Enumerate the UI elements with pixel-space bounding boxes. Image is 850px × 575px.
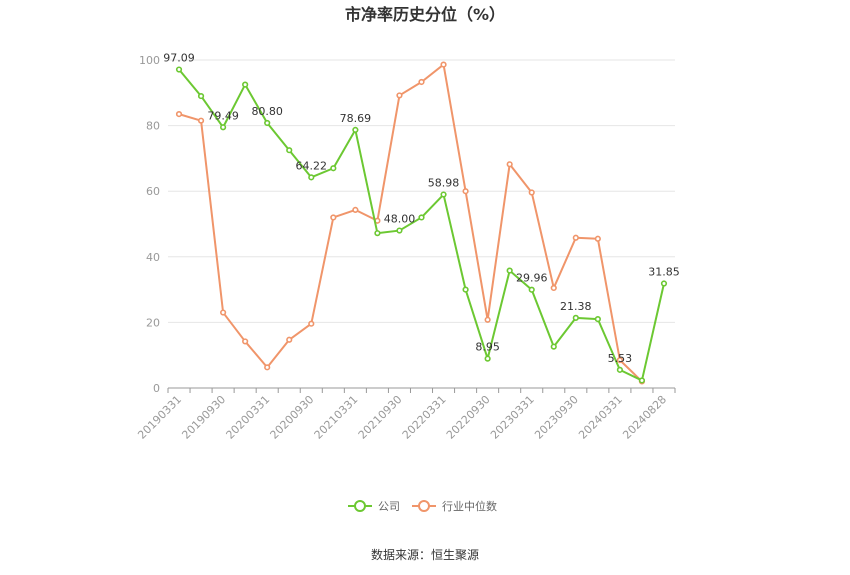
data-point: [286, 336, 293, 343]
data-point: [242, 81, 249, 88]
y-axis: 0 20 40 60 80 100: [139, 54, 160, 395]
y-tick-label: 0: [153, 382, 160, 395]
data-point: [550, 343, 557, 350]
data-point: [330, 214, 337, 221]
data-point: [660, 280, 668, 287]
x-tick-label: 20200331: [224, 393, 273, 442]
data-label: 58.98: [428, 177, 460, 190]
x-tick-label: 20190930: [179, 393, 228, 442]
legend-marker-circle: [418, 500, 430, 512]
data-label: 97.09: [163, 52, 195, 65]
series-line-1: [178, 63, 643, 383]
data-point: [484, 355, 491, 362]
grid-lines: [168, 59, 675, 323]
y-tick-label: 80: [146, 120, 160, 133]
data-point: [440, 61, 447, 68]
data-point: [506, 161, 513, 168]
x-tick-label: 20240828: [620, 393, 669, 442]
x-tick-label: 20210930: [356, 393, 405, 442]
data-point: [528, 189, 535, 196]
data-point: [396, 92, 403, 99]
data-point: [264, 119, 271, 127]
y-tick-label: 40: [146, 251, 160, 264]
data-label: 78.69: [340, 112, 372, 125]
data-point: [264, 364, 271, 371]
y-tick-label: 60: [146, 185, 160, 198]
data-label: 8.95: [475, 341, 500, 354]
data-point: [484, 316, 491, 323]
data-label: 79.49: [207, 109, 239, 122]
data-label: 48.00: [384, 213, 416, 226]
x-tick-label: 20220930: [444, 393, 493, 442]
data-point: [352, 126, 359, 133]
data-point: [638, 377, 646, 384]
data-point: [286, 147, 293, 154]
y-tick-label: 100: [139, 54, 160, 67]
data-point: [440, 191, 447, 198]
data-point: [374, 230, 381, 237]
data-point: [352, 206, 359, 213]
data-point: [175, 66, 183, 73]
legend-label: 行业中位数: [442, 499, 497, 513]
data-label: 21.38: [560, 300, 592, 313]
data-label: 5.53: [608, 352, 633, 365]
data-label: 29.96: [516, 272, 548, 285]
data-point: [197, 117, 205, 124]
data-labels: 97.09 79.49 80.80 64.22 78.69 48.00 58.98 8.95 2…: [163, 52, 679, 365]
data-point: [550, 284, 557, 292]
data-point: [242, 338, 249, 345]
data-label: 80.80: [251, 105, 283, 118]
data-point: [616, 357, 623, 364]
data-point: [308, 320, 315, 327]
series-layer: [175, 61, 668, 385]
data-point: [308, 174, 315, 181]
data-point: [418, 78, 425, 86]
data-label: 31.85: [648, 266, 680, 279]
x-tick-label: 20230331: [488, 393, 537, 442]
data-point: [616, 366, 623, 373]
data-point: [220, 124, 227, 131]
x-tick-label: 20220331: [400, 393, 449, 442]
legend: 公司 行业中位数: [348, 499, 497, 513]
data-point: [506, 267, 513, 274]
legend-marker-circle: [354, 500, 366, 512]
data-label: 64.22: [296, 159, 328, 172]
x-tick-label: 20190331: [135, 393, 184, 442]
y-tick-label: 20: [146, 316, 160, 329]
data-point: [462, 188, 469, 195]
data-point: [175, 111, 183, 118]
data-point: [418, 214, 425, 221]
data-point: [528, 286, 535, 293]
x-tick-label: 20230930: [532, 393, 581, 442]
x-axis: 2019033120190930202003312020093020210331…: [135, 387, 676, 442]
chart-title: 市净率历史分位（%）: [345, 5, 505, 24]
x-tick-label: 20210331: [312, 393, 361, 442]
x-tick-label: 20200930: [268, 393, 317, 442]
data-point: [594, 235, 601, 242]
data-point: [572, 234, 579, 241]
data-point: [330, 165, 337, 172]
data-point: [197, 92, 205, 100]
x-tick-label: 20240331: [576, 393, 625, 442]
legend-label: 公司: [378, 500, 400, 513]
data-point: [594, 316, 601, 323]
source-note: 数据来源：恒生聚源: [371, 547, 479, 562]
data-point: [220, 309, 227, 316]
data-point: [462, 286, 469, 293]
data-point: [572, 314, 579, 321]
data-point: [396, 227, 403, 234]
